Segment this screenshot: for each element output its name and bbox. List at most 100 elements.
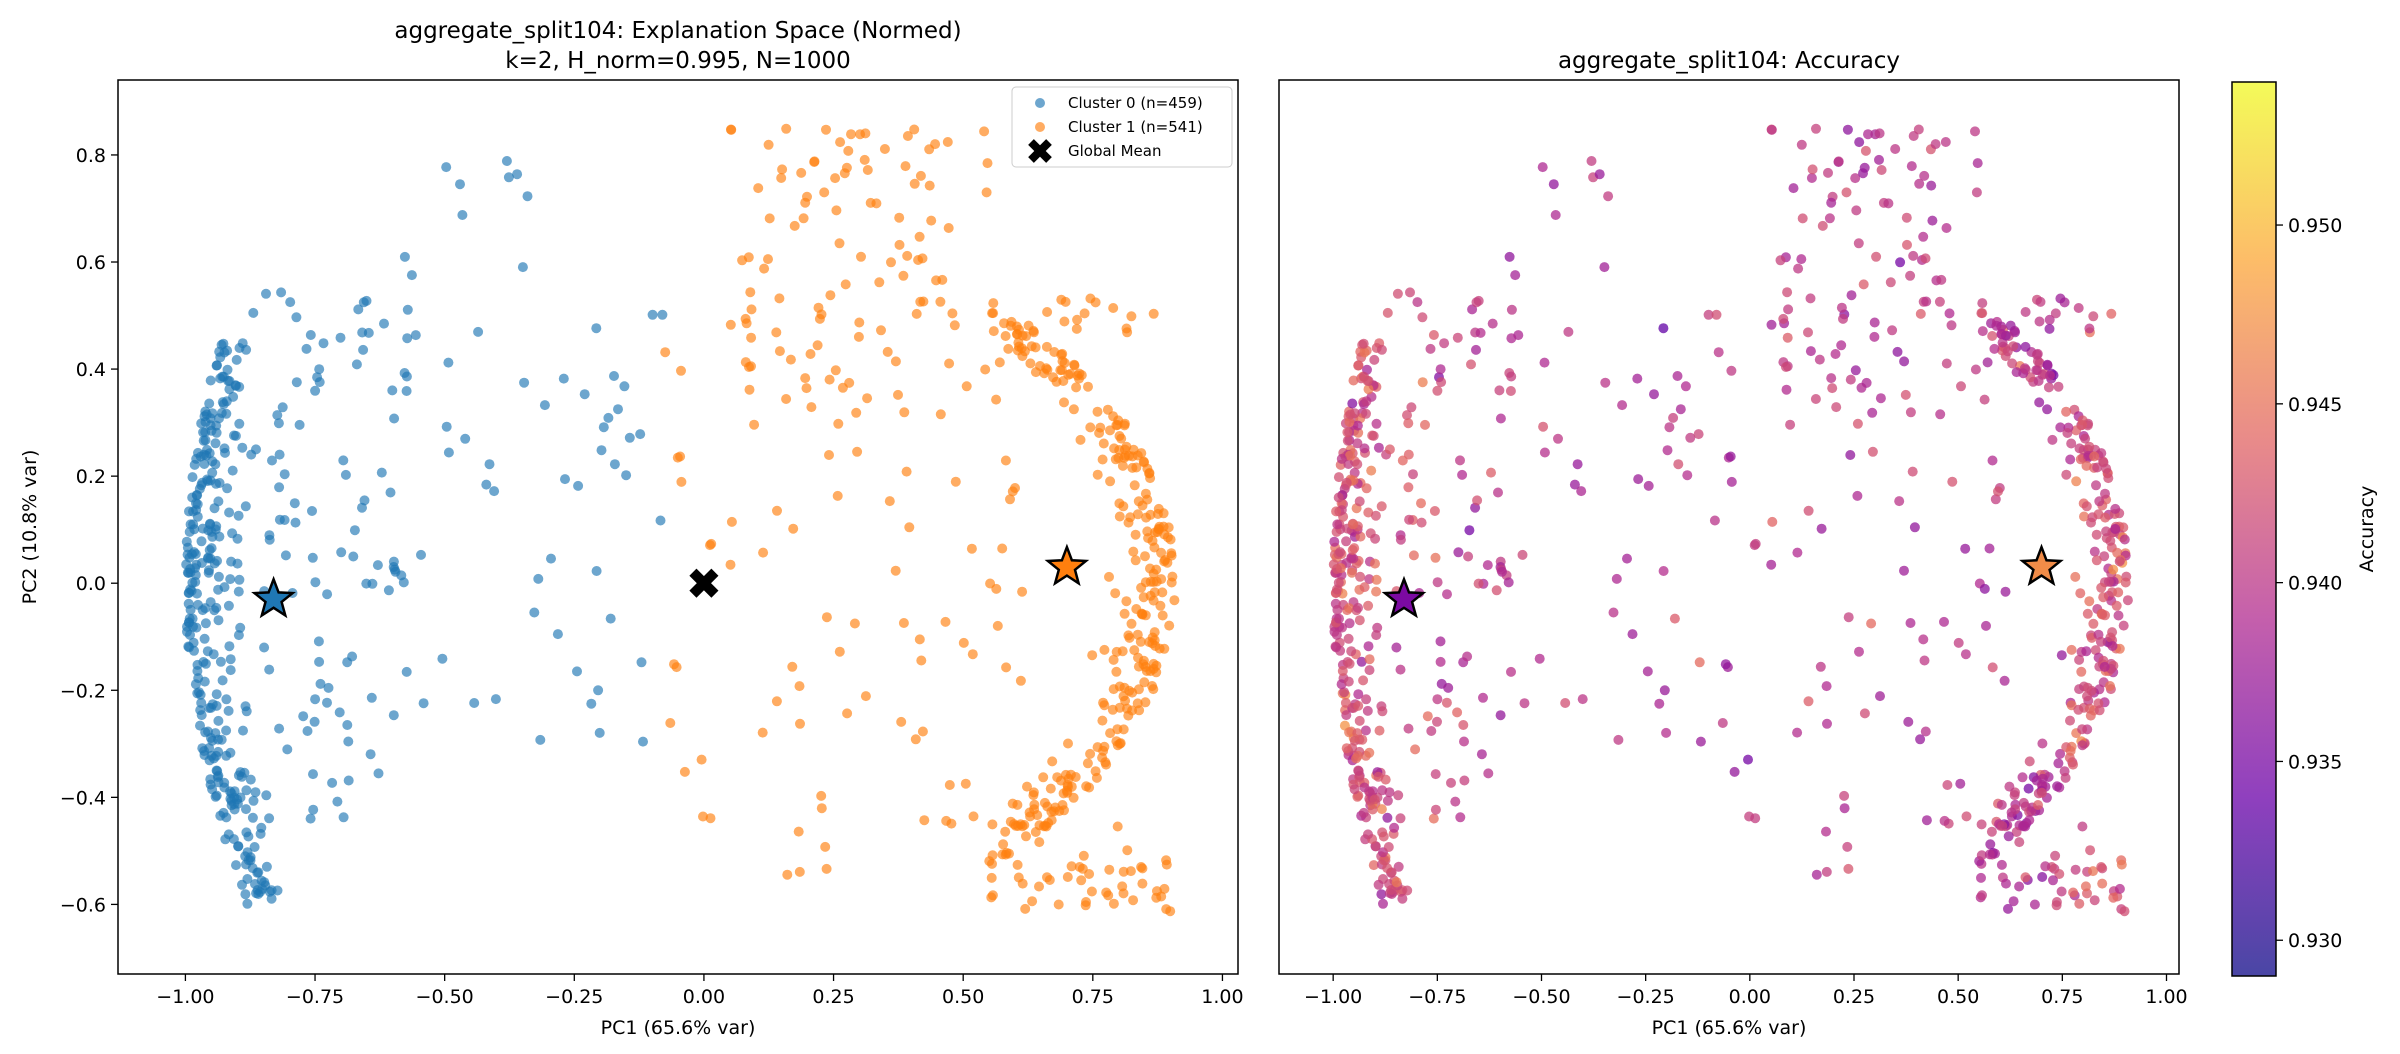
cluster-point [816,803,827,814]
accuracy-point [1778,313,1789,324]
accuracy-point [2048,875,2058,886]
accuracy-point [1360,725,1371,736]
accuracy-point [1976,850,1987,861]
accuracy-point [2070,571,2081,582]
cluster-point [212,766,223,776]
cluster-point [366,692,377,703]
cluster-point [190,679,201,690]
cluster-point [675,451,686,462]
accuracy-point [1506,666,1516,677]
cluster-point [856,251,866,262]
cluster-point [757,727,768,738]
accuracy-point [1412,297,1423,308]
accuracy-point [1510,270,1521,281]
cluster-point [986,872,997,883]
cluster-point [1074,862,1085,872]
accuracy-point [2106,308,2117,319]
cluster-point [573,480,584,491]
cluster-point [1078,850,1089,861]
cluster-point [1157,610,1168,621]
cluster-point [272,410,283,421]
accuracy-point [1363,641,1374,652]
cluster-point [638,736,648,747]
cluster-point [1126,618,1137,629]
accuracy-point [2082,608,2093,619]
accuracy-point [1572,459,1583,470]
cluster-point [879,144,890,154]
accuracy-point [2042,404,2053,415]
accuracy-point [1397,455,1408,466]
accuracy-point [1851,205,1862,216]
accuracy-point [1669,613,1680,624]
accuracy-point [2091,480,2101,491]
cluster-point [1136,448,1147,459]
accuracy-point [1403,418,1414,429]
cluster-point [991,583,1002,594]
accuracy-point [2108,564,2119,575]
accuracy-point [1617,400,1628,411]
cluster-point [1117,881,1128,892]
accuracy-point [2091,555,2102,566]
accuracy-point [2118,620,2129,631]
left-title-line1: aggregate_split104: Explanation Space (N… [394,18,961,44]
cluster-point [586,698,597,709]
accuracy-point [1505,386,1516,396]
accuracy-point [1341,710,1352,721]
accuracy-point [1482,560,1493,571]
cluster-point [572,666,582,677]
y-tick-label: 0.0 [76,573,106,595]
accuracy-point [2020,307,2031,317]
accuracy-point [2107,641,2118,651]
cluster-point [223,829,234,840]
cluster-point [937,274,948,285]
cluster-point [1005,494,1015,505]
cluster-point [1140,697,1151,708]
cluster-point [361,295,372,306]
cluster-point [935,409,946,420]
accuracy-point [1428,330,1439,340]
accuracy-point [2086,517,2096,528]
accuracy-point [1395,813,1406,824]
cluster-point [594,727,605,738]
accuracy-point [1664,422,1675,433]
accuracy-point [1410,744,1421,755]
accuracy-point [1694,657,1705,668]
accuracy-point [1417,377,1428,388]
cluster-point [232,558,243,569]
legend-cluster0-marker [1035,98,1045,108]
accuracy-point [2040,861,2051,872]
accuracy-point [2110,503,2121,514]
accuracy-point [1370,510,1381,521]
cluster-point [348,551,359,562]
cluster-point [522,191,533,202]
cluster-point [307,552,318,563]
cluster-point [1092,469,1103,480]
cluster-point [635,429,646,440]
cluster-point [1082,758,1093,769]
cluster-point [1028,790,1039,801]
cluster-point [1087,650,1098,661]
cluster-point [816,790,827,801]
accuracy-point [1984,543,1995,554]
right-x-ticks: −1.00 −0.75 −0.50 −0.25 0.00 0.25 0.50 0.75 1.00 [1304,974,2188,1008]
cluster-point [388,710,399,721]
legend-cluster1-marker [1035,122,1045,132]
accuracy-point [1788,183,1799,194]
accuracy-point [2054,869,2065,879]
cluster-point [1129,480,1140,491]
cluster-point [241,706,252,717]
accuracy-point [1370,558,1380,569]
accuracy-point [1361,408,1371,419]
cluster-point [860,128,871,139]
accuracy-point [1939,815,1950,826]
cluster-point [1021,831,1031,842]
cluster-point [200,603,211,614]
accuracy-point [1854,646,1864,657]
cluster-point [441,421,452,432]
accuracy-point [1343,633,1354,644]
accuracy-point [2074,443,2085,454]
cluster-point [1151,892,1162,903]
cluster-point [832,490,843,501]
cluster-point [890,565,901,576]
cluster-point [997,543,1008,554]
